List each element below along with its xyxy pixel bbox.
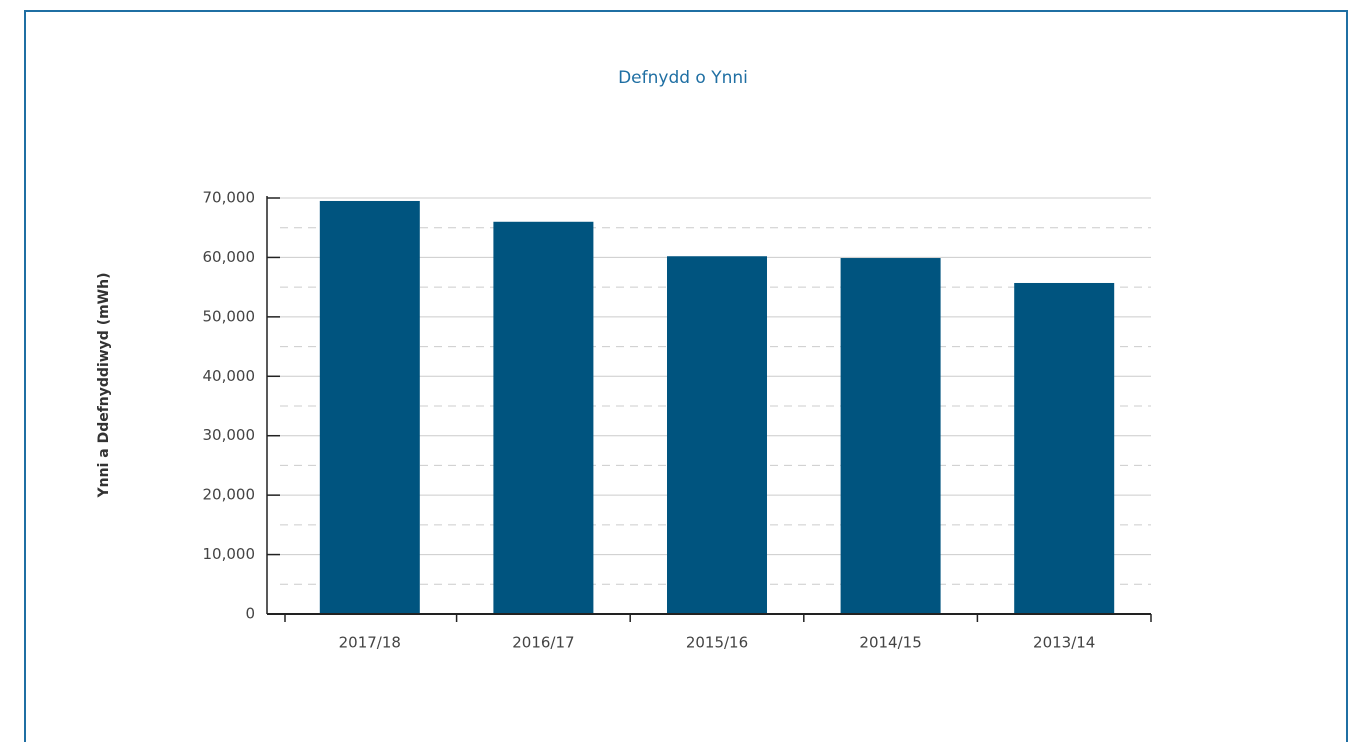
frame [24,10,1348,742]
bar [667,256,767,614]
bar [493,221,594,614]
y-tick-label: 70,000 [203,189,256,207]
x-tick-label: 2014/15 [859,634,921,652]
bar [319,200,420,614]
y-tick-label: 50,000 [203,307,256,325]
chart-title: Defnydd o Ynni [618,68,748,88]
y-tick-label: 20,000 [203,486,256,504]
y-tick-label: 30,000 [203,426,256,444]
x-tick-label: 2017/18 [339,634,401,652]
y-tick-label: 40,000 [203,367,256,385]
y-tick-label: 10,000 [203,545,256,563]
x-tick-label: 2015/16 [686,634,748,652]
y-tick-label: 0 [245,605,255,623]
x-tick-label: 2013/14 [1033,634,1095,652]
bar [840,258,941,614]
y-tick-label: 60,000 [203,248,256,266]
y-axis-label: Ynni a Ddefnyddiwyd (mWh) [96,273,112,499]
x-tick-label: 2016/17 [512,634,574,652]
bar [1014,282,1115,614]
